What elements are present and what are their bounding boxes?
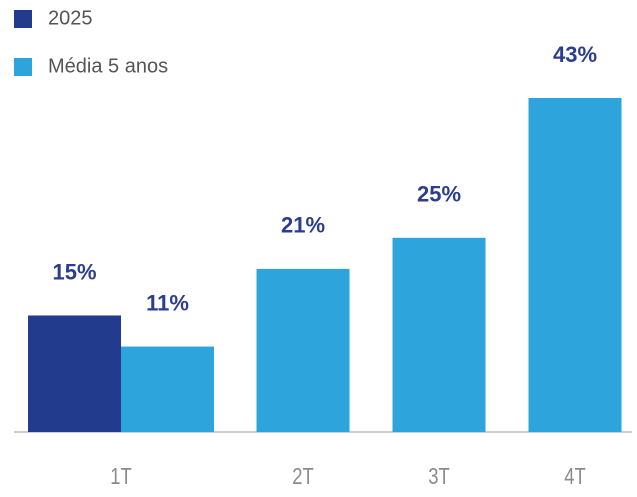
value-label: 11% xyxy=(146,290,189,315)
bar xyxy=(121,346,214,432)
value-label: 25% xyxy=(417,182,461,207)
legend-label: Média 5 anos xyxy=(48,55,168,77)
legend-swatch xyxy=(14,10,32,28)
value-label: 15% xyxy=(52,259,96,284)
x-tick-label: 4T xyxy=(564,464,586,489)
bar xyxy=(528,98,622,432)
x-tick-label: 2T xyxy=(292,464,314,489)
x-tick-label: 3T xyxy=(428,464,450,489)
bar xyxy=(28,315,121,432)
bar xyxy=(256,268,350,432)
value-label: 43% xyxy=(553,42,597,67)
legend-label: 2025 xyxy=(48,7,93,29)
legend-swatch xyxy=(14,58,32,76)
x-tick-label: 1T xyxy=(110,464,132,489)
value-label: 21% xyxy=(281,213,325,238)
bar xyxy=(392,237,486,432)
